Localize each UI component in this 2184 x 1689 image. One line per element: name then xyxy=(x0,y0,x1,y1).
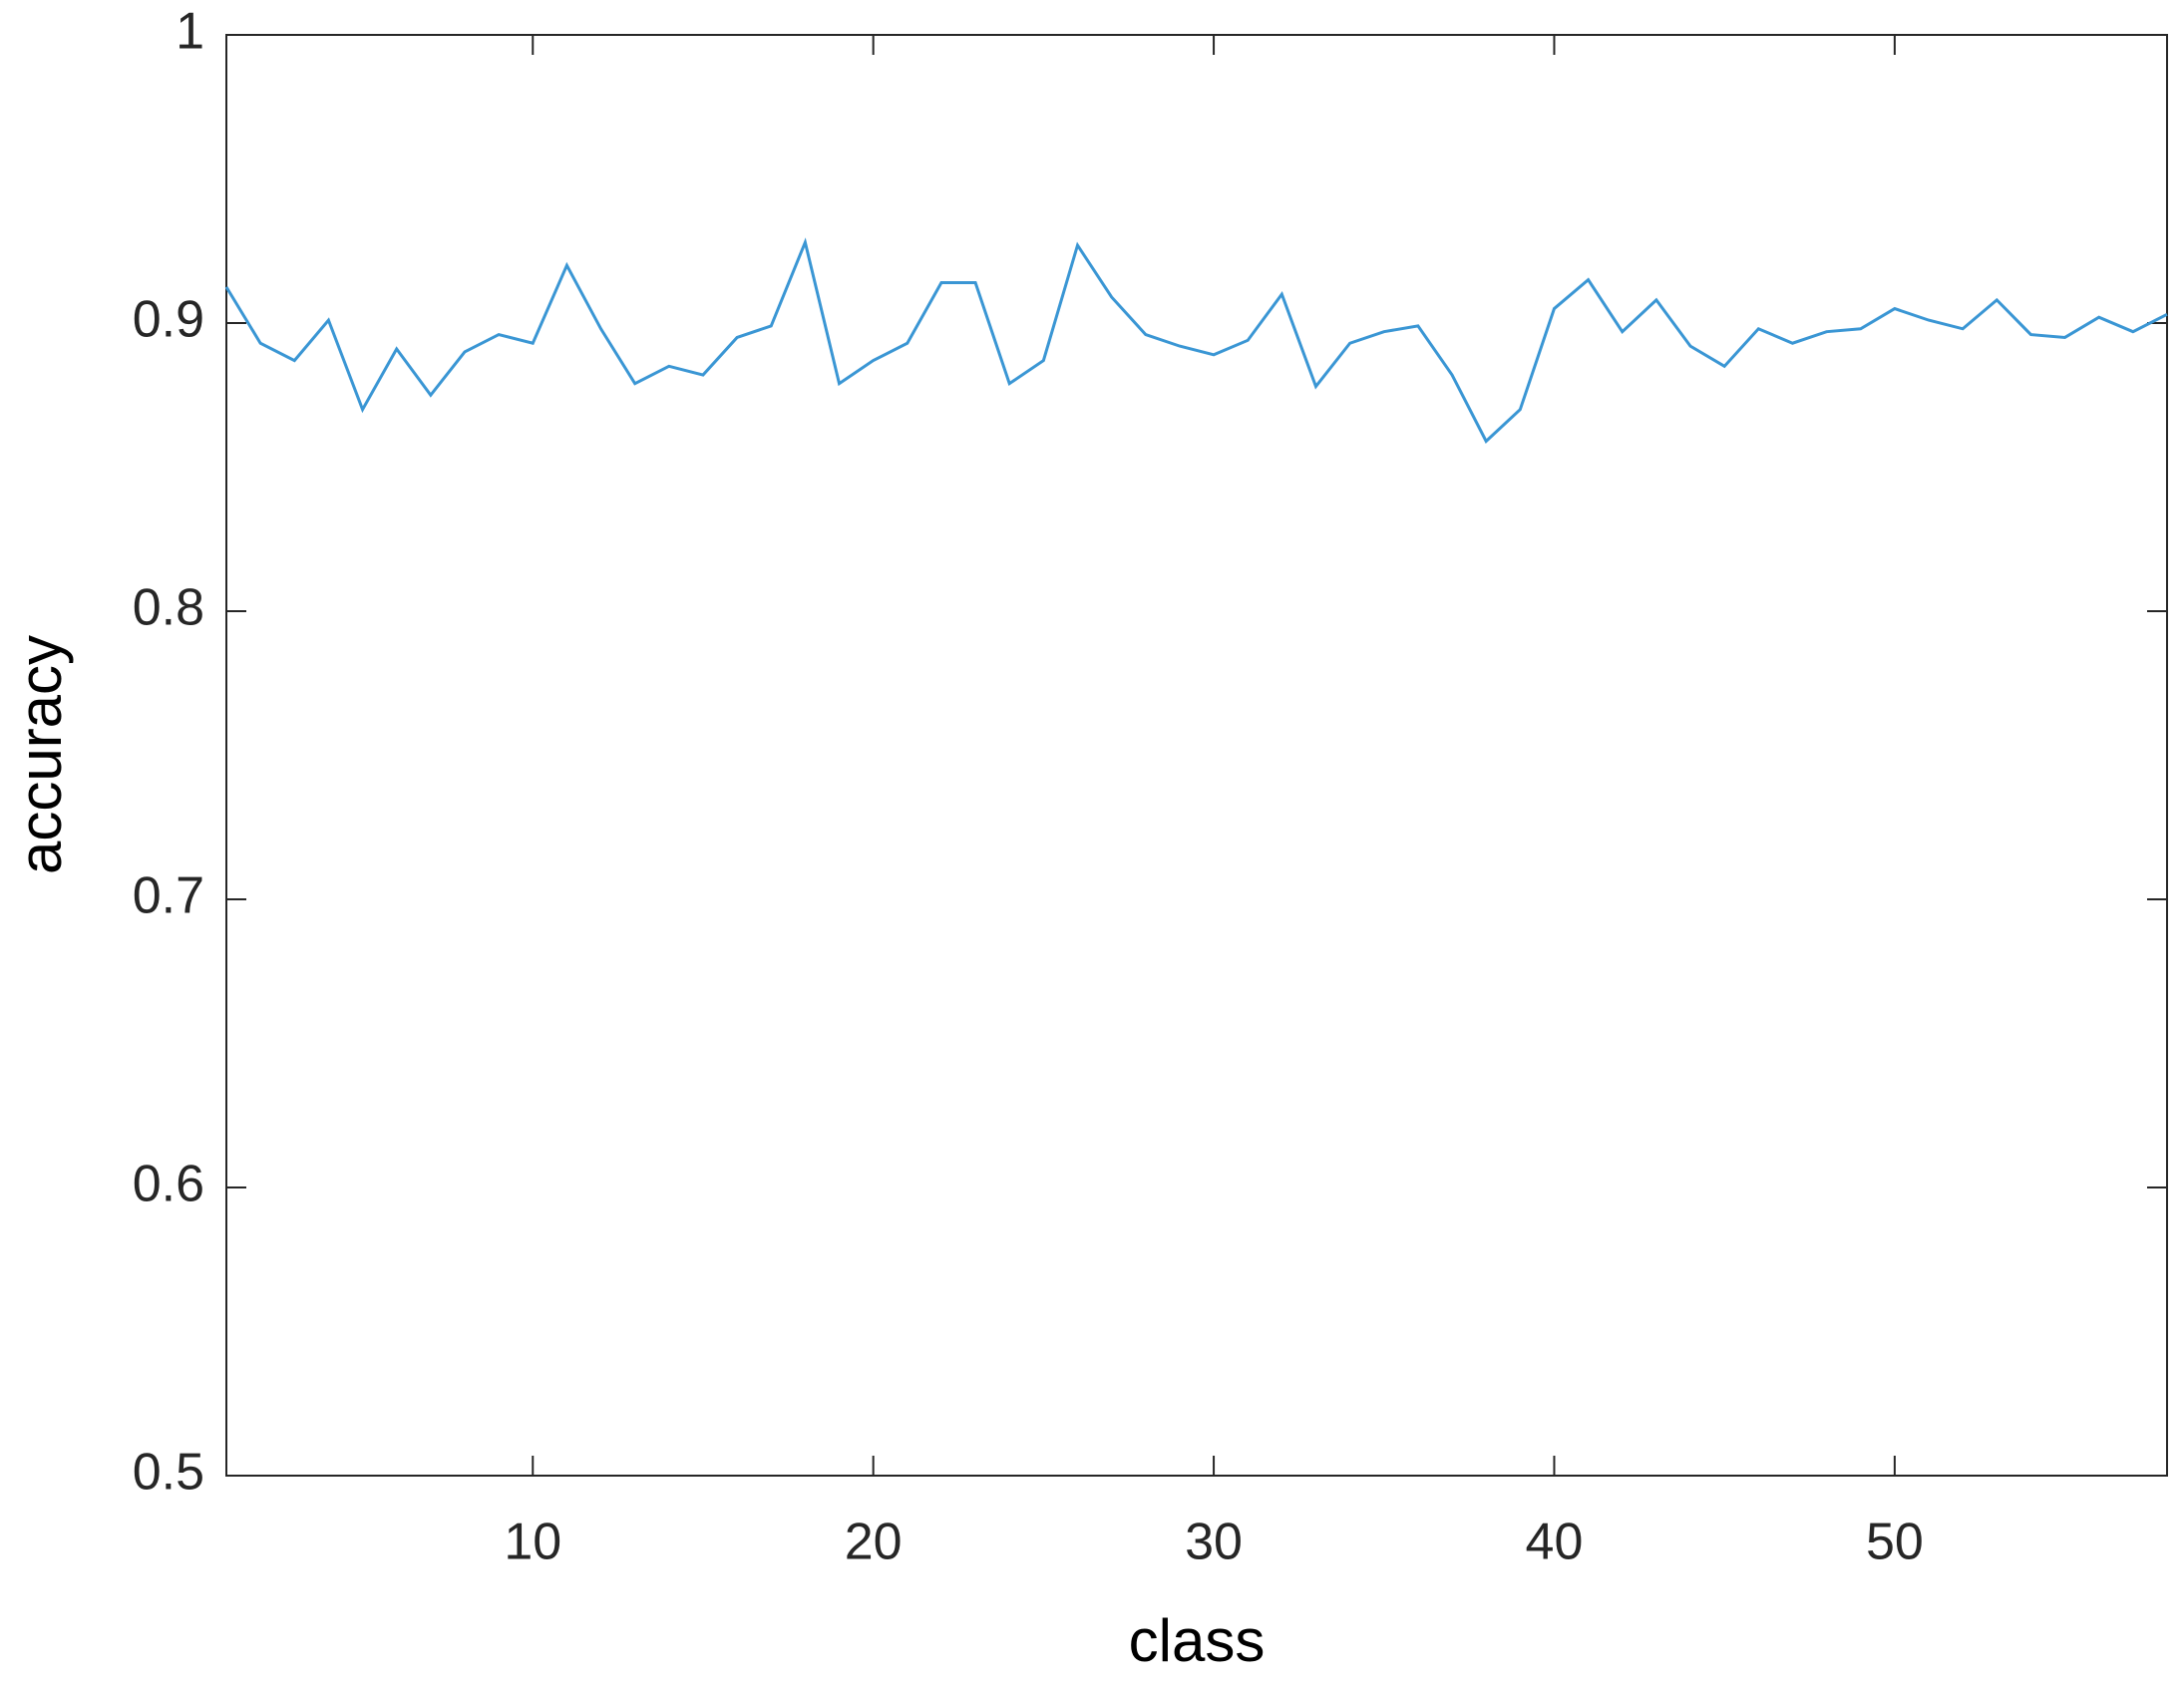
data-line xyxy=(224,237,2168,444)
y-tick-label: 0.8 xyxy=(133,579,204,637)
x-tick-label: 20 xyxy=(845,1514,903,1571)
x-axis-label: class xyxy=(1129,1607,1266,1674)
y-tick-label: 0.9 xyxy=(133,291,204,349)
y-tick-label: 0.5 xyxy=(133,1444,204,1502)
y-tick-label: 1 xyxy=(176,3,204,61)
plot-frame xyxy=(225,34,2168,1477)
x-tick-label: 50 xyxy=(1866,1514,1924,1571)
y-axis-label: accuracy xyxy=(7,635,74,874)
y-tick-label: 0.6 xyxy=(133,1156,204,1213)
x-tick-label: 40 xyxy=(1526,1514,1584,1571)
y-tick-label: 0.7 xyxy=(133,867,204,925)
x-tick-label: 10 xyxy=(504,1514,561,1571)
x-tick-label: 30 xyxy=(1185,1514,1243,1571)
